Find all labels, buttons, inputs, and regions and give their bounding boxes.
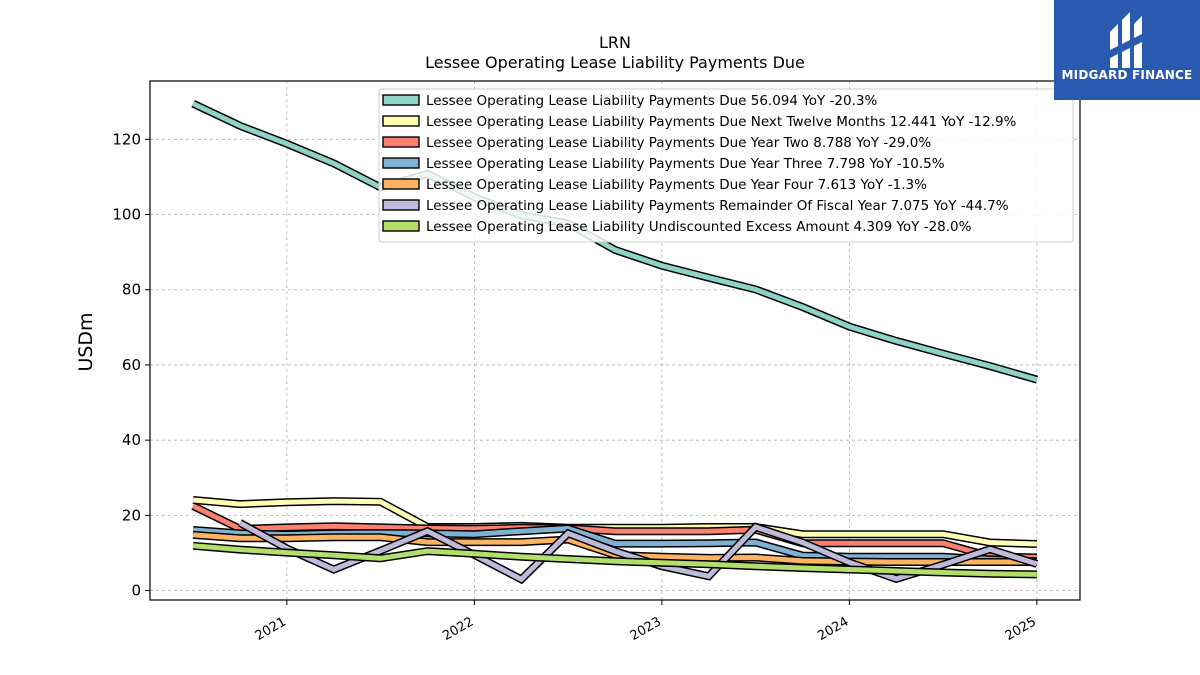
y-axis: 0 20 40 60 80 100 120 <box>112 130 150 600</box>
y-tick-label: 40 <box>122 431 141 449</box>
legend-label-5: Lessee Operating Lease Liability Payment… <box>426 177 927 193</box>
x-tick-label: 2021 <box>253 614 289 644</box>
series-layer <box>191 99 1039 585</box>
y-tick-label: 60 <box>122 356 141 374</box>
x-tick-label: 2022 <box>440 614 476 644</box>
chart-title: LRN <box>599 33 631 52</box>
legend-label-2: Lessee Operating Lease Liability Payment… <box>426 114 1017 130</box>
y-tick-label: 120 <box>112 130 141 148</box>
series-line-7 <box>192 541 1037 579</box>
legend-swatch-2 <box>382 115 420 127</box>
legend-swatch-4 <box>382 157 420 169</box>
y-tick-label: 20 <box>122 506 141 524</box>
series-line-3 <box>191 502 1037 562</box>
series-fill <box>192 543 1037 577</box>
chart-subtitle: Lessee Operating Lease Liability Payment… <box>425 53 805 72</box>
series-fill <box>192 101 1038 383</box>
brand-logo: MIDGARD FINANCE <box>1054 0 1200 100</box>
legend-swatch-5 <box>382 178 420 190</box>
y-tick-label: 0 <box>131 582 141 600</box>
series-line-1 <box>191 99 1039 384</box>
legend-label-6: Lessee Operating Lease Liability Payment… <box>426 198 1009 214</box>
legend-box <box>378 88 1074 243</box>
y-axis-label: USDm <box>75 312 97 371</box>
legend-label-7: Lessee Operating Lease Liability Undisco… <box>426 219 972 235</box>
legend-swatch-6 <box>382 199 420 211</box>
legend-swatch-1 <box>382 94 420 106</box>
legend-label-1: Lessee Operating Lease Liability Payment… <box>426 93 877 109</box>
legend-swatch-3 <box>382 136 420 148</box>
y-tick-label: 80 <box>122 281 141 299</box>
legend-swatch-7 <box>382 220 420 232</box>
legend-label-4: Lessee Operating Lease Liability Payment… <box>426 156 945 172</box>
legend: Lessee Operating Lease Liability Payment… <box>378 88 1074 243</box>
series-fill <box>192 503 1037 560</box>
plot-frame <box>149 80 1081 601</box>
x-tick-label: 2024 <box>815 614 851 644</box>
brand-logo-text: MIDGARD FINANCE <box>1061 68 1193 82</box>
x-tick-label: 2023 <box>628 614 664 644</box>
legend-label-3: Lessee Operating Lease Liability Payment… <box>426 135 931 151</box>
logo-mark-icon <box>1110 12 1142 68</box>
x-axis: 2021 2022 2023 2024 2025 <box>253 600 1039 644</box>
y-tick-label: 100 <box>112 206 141 224</box>
x-tick-label: 2025 <box>1003 614 1039 644</box>
